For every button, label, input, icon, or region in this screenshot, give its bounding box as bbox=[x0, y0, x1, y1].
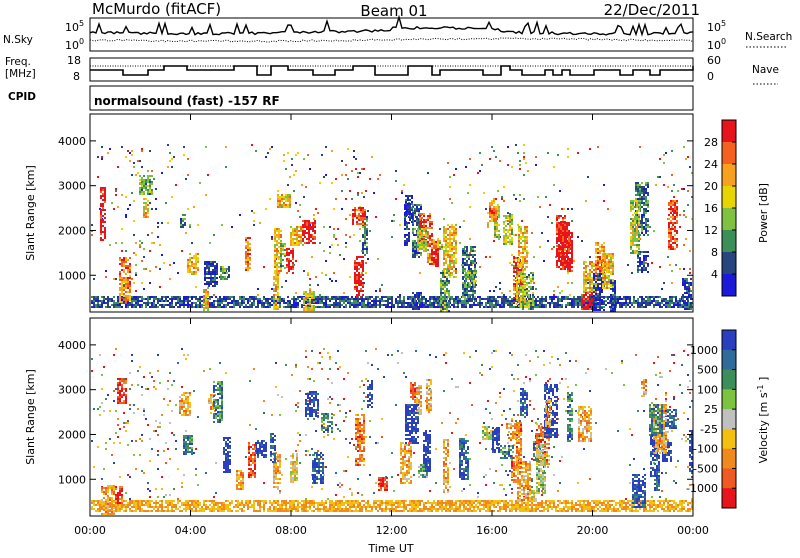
time-tick-label: 08:00 bbox=[275, 524, 307, 537]
noise-right-label: N.Search bbox=[745, 31, 792, 43]
colorbar-tick-label: 28 bbox=[704, 136, 718, 149]
colorbar-swatch bbox=[722, 186, 736, 209]
colorbar-tick-label: 4 bbox=[711, 268, 718, 281]
time-axis-label: Time UT bbox=[367, 542, 413, 554]
noise-right-tick-bottom: 100 bbox=[707, 37, 726, 52]
colorbar-swatch bbox=[722, 429, 736, 449]
nave-tick-top: 60 bbox=[707, 54, 721, 67]
colorbar-tick-label: 25 bbox=[704, 403, 718, 416]
nave-label: Nave bbox=[752, 64, 779, 76]
colorbar-tick-label: 500 bbox=[697, 364, 718, 377]
colorbar-swatch bbox=[722, 468, 736, 488]
range-tick-label: 1000 bbox=[58, 473, 86, 486]
colorbar-swatch bbox=[722, 350, 736, 370]
noise-search-line bbox=[90, 38, 693, 42]
cpid-panel: CPID normalsound (fast) -157 RF bbox=[8, 86, 693, 110]
colorbar-swatch bbox=[722, 274, 736, 297]
colorbar-swatch bbox=[722, 330, 736, 350]
power-ylabel: Slant Range [km] bbox=[24, 165, 37, 261]
colorbar-tick-label: 16 bbox=[704, 202, 718, 215]
colorbar-tick-label: 8 bbox=[711, 246, 718, 259]
colorbar-tick-label: 20 bbox=[704, 180, 718, 193]
noise-left-label: N.Sky bbox=[3, 34, 33, 46]
colorbar-swatch bbox=[722, 488, 736, 508]
colorbar-tick-label: 12 bbox=[704, 224, 718, 237]
power-colorbar: 28 24 20 16 12 8 4 bbox=[704, 120, 736, 297]
colorbar-swatch bbox=[722, 409, 736, 429]
colorbar-tick-label: -25 bbox=[700, 423, 718, 436]
colorbar-swatch bbox=[722, 164, 736, 187]
colorbar-tick-label: -1000 bbox=[686, 482, 718, 495]
colorbar-swatch bbox=[722, 208, 736, 231]
range-tick-label: 4000 bbox=[58, 135, 86, 148]
time-tick-label: 04:00 bbox=[175, 524, 207, 537]
colorbar-tick-label: 100 bbox=[697, 383, 718, 396]
freq-line bbox=[90, 66, 693, 75]
time-tick-label: 20:00 bbox=[577, 524, 609, 537]
colorbar-tick-label: -100 bbox=[693, 443, 718, 456]
colorbar-swatch bbox=[722, 230, 736, 253]
colorbar-swatch bbox=[722, 370, 736, 390]
range-tick-label: 3000 bbox=[58, 384, 86, 397]
time-tick-label: 00:00 bbox=[74, 524, 106, 537]
noise-right-tick-top: 105 bbox=[707, 19, 726, 34]
cpid-text: normalsound (fast) -157 RF bbox=[94, 94, 280, 108]
colorbar-swatch bbox=[722, 389, 736, 409]
cpid-label: CPID bbox=[8, 91, 36, 103]
colorbar-tick-label: 24 bbox=[704, 158, 718, 171]
freq-label-2: [MHz] bbox=[5, 68, 36, 80]
power-heatmap bbox=[91, 144, 693, 312]
colorbar-swatch bbox=[722, 449, 736, 469]
power-colorbar-label: Power [dB] bbox=[757, 183, 770, 243]
freq-label-1: Freq. bbox=[5, 56, 31, 68]
date-title: 22/Dec/2011 bbox=[604, 1, 700, 19]
nave-tick-bottom: 0 bbox=[707, 70, 714, 83]
time-tick-label: 00:00 bbox=[677, 524, 709, 537]
freq-tick-bottom: 8 bbox=[73, 70, 80, 83]
noise-panel: N.Sky N.Search 105 100 105 100 bbox=[3, 17, 792, 52]
time-tick-label: 12:00 bbox=[376, 524, 408, 537]
range-tick-label: 2000 bbox=[58, 224, 86, 237]
noise-left-tick-top: 105 bbox=[65, 19, 84, 34]
velocity-ylabel: Slant Range [km] bbox=[24, 369, 37, 465]
colorbar-tick-label: -500 bbox=[693, 462, 718, 475]
velocity-colorbar-label: Velocity [m s-1 ] bbox=[753, 377, 770, 464]
colorbar-tick-label: 1000 bbox=[690, 344, 718, 357]
range-tick-label: 2000 bbox=[58, 428, 86, 441]
range-tick-label: 1000 bbox=[58, 269, 86, 282]
freq-tick-top: 18 bbox=[67, 54, 81, 67]
colorbar-swatch bbox=[722, 142, 736, 165]
beam-title: Beam 01 bbox=[360, 2, 427, 20]
colorbar-swatch bbox=[722, 120, 736, 143]
velocity-colorbar: 1000 500 100 25 -25 -100 -500 -1000 bbox=[686, 330, 736, 509]
power-panel: Slant Range [km] 4000 3000 2000 1000 28 24 20… bbox=[24, 114, 770, 312]
range-tick-label: 3000 bbox=[58, 180, 86, 193]
noise-left-tick-bottom: 100 bbox=[65, 37, 84, 52]
station-title: McMurdo (fitACF) bbox=[92, 0, 221, 18]
velocity-heatmap bbox=[91, 348, 693, 515]
time-tick-label: 16:00 bbox=[476, 524, 508, 537]
range-tick-label: 4000 bbox=[58, 339, 86, 352]
colorbar-swatch bbox=[722, 252, 736, 275]
freq-panel: Freq. [MHz] 18 8 60 0 Nave bbox=[5, 54, 779, 84]
